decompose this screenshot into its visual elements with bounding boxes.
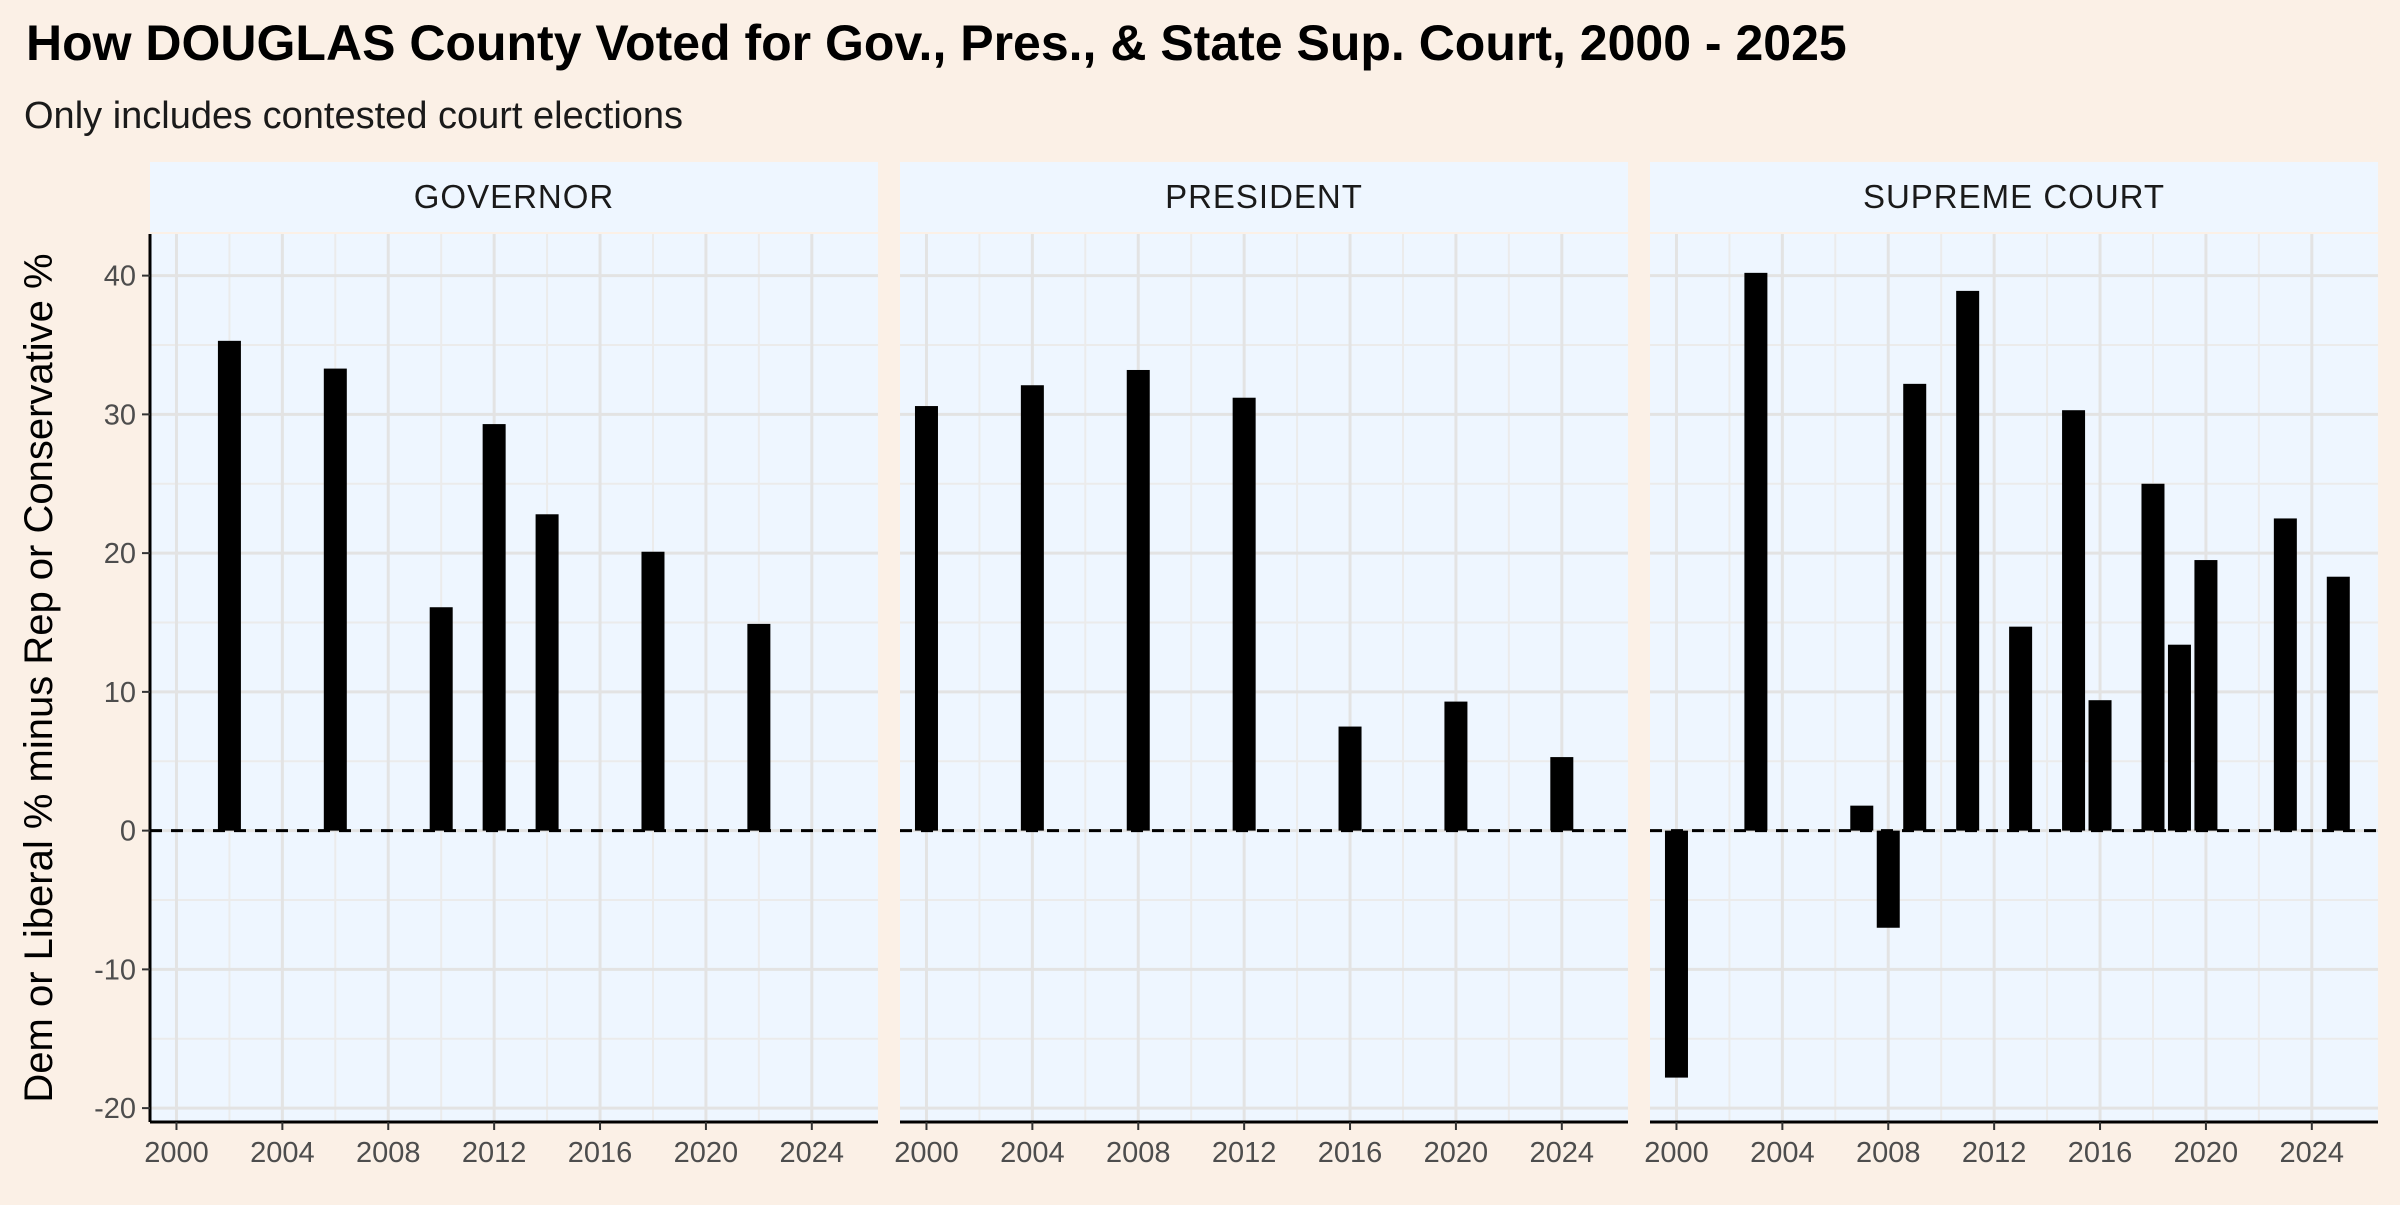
facet-strip-label: SUPREME COURT — [1863, 178, 2165, 215]
bar-2013 — [2009, 626, 2033, 831]
bar-2012 — [1232, 397, 1256, 831]
facet-strip — [1650, 162, 2378, 232]
bar-2009 — [1903, 383, 1927, 831]
x-tick-label: 2020 — [1424, 1137, 1489, 1169]
facet-panel-1: GOVERNOR 2000 2004 2008 2012 2016 2020 2024 — [144, 162, 878, 1169]
x-tick-label: 2020 — [674, 1137, 739, 1169]
chart-title: How DOUGLAS County Voted for Gov., Pres.… — [26, 15, 1847, 71]
x-tick-label: 2024 — [2280, 1137, 2345, 1169]
chart-subtitle: Only includes contested court elections — [24, 95, 683, 137]
facet-strip — [900, 162, 1628, 232]
bar-2016 — [1338, 726, 1362, 831]
bar-2023 — [2273, 518, 2297, 831]
bar-2020 — [2194, 560, 2218, 831]
x-tick-label: 2016 — [568, 1137, 633, 1169]
facet-strip — [150, 162, 878, 232]
y-tick-label: 30 — [104, 399, 136, 431]
bar-2000 — [914, 406, 938, 831]
bar-2010 — [429, 607, 453, 831]
x-tick-label: 2012 — [462, 1137, 527, 1169]
x-tick-label: 2016 — [1318, 1137, 1383, 1169]
bar-2020 — [1444, 701, 1468, 831]
bar-2006 — [323, 368, 347, 831]
y-tick-label: -20 — [94, 1093, 136, 1125]
x-tick-label: 2000 — [144, 1137, 209, 1169]
y-axis: -20 -10 0 10 20 30 40 — [94, 234, 152, 1125]
x-tick-label: 2024 — [780, 1137, 845, 1169]
bar-2012 — [482, 424, 506, 831]
x-tick-label: 2012 — [1962, 1137, 2027, 1169]
x-tick-label: 2004 — [1750, 1137, 1815, 1169]
bar-2007 — [1850, 805, 1874, 831]
bar-2004 — [1020, 385, 1044, 831]
y-tick-label: 0 — [120, 816, 136, 848]
facet-strip-label: GOVERNOR — [414, 178, 615, 215]
bar-2025 — [2326, 576, 2350, 831]
x-tick-label: 2020 — [2174, 1137, 2239, 1169]
x-tick-label: 2004 — [1000, 1137, 1065, 1169]
bar-2024 — [1550, 757, 1574, 831]
x-tick-label: 2008 — [1856, 1137, 1921, 1169]
bar-2018 — [2141, 483, 2165, 831]
bar-2018 — [641, 551, 665, 831]
x-tick-label: 2012 — [1212, 1137, 1277, 1169]
bar-2003 — [1744, 272, 1768, 831]
facet-strip-label: PRESIDENT — [1165, 178, 1363, 215]
bar-2022 — [747, 623, 771, 831]
x-tick-label: 2004 — [250, 1137, 315, 1169]
y-tick-label: 40 — [104, 261, 136, 293]
bar-2008 — [1126, 369, 1150, 831]
y-tick-label: 10 — [104, 677, 136, 709]
y-tick-label: 20 — [104, 538, 136, 570]
bar-2019 — [2167, 644, 2191, 831]
bar-2016 — [2088, 700, 2112, 831]
x-tick-label: 2008 — [1106, 1137, 1171, 1169]
bar-2015 — [2062, 410, 2086, 831]
x-tick-label: 2024 — [1530, 1137, 1595, 1169]
plot-panel — [900, 234, 1628, 1122]
y-axis-title: Dem or Liberal % minus Rep or Conservati… — [17, 253, 61, 1102]
bar-2000 — [1664, 830, 1688, 1078]
bar-2011 — [1956, 290, 1980, 831]
y-tick-label: -10 — [94, 954, 136, 986]
x-tick-label: 2000 — [1644, 1137, 1709, 1169]
x-tick-label: 2000 — [894, 1137, 959, 1169]
bar-2002 — [217, 340, 241, 831]
x-tick-label: 2008 — [356, 1137, 421, 1169]
facet-panel-2: PRESIDENT 2000 2004 2008 2012 2016 2020 2024 — [894, 162, 1628, 1169]
bar-2008 — [1876, 830, 1900, 928]
x-tick-label: 2016 — [2068, 1137, 2133, 1169]
facet-panel-3: SUPREME COURT 2000 2004 2008 2012 2016 2020 202… — [1644, 162, 2378, 1169]
bar-2014 — [535, 514, 559, 831]
